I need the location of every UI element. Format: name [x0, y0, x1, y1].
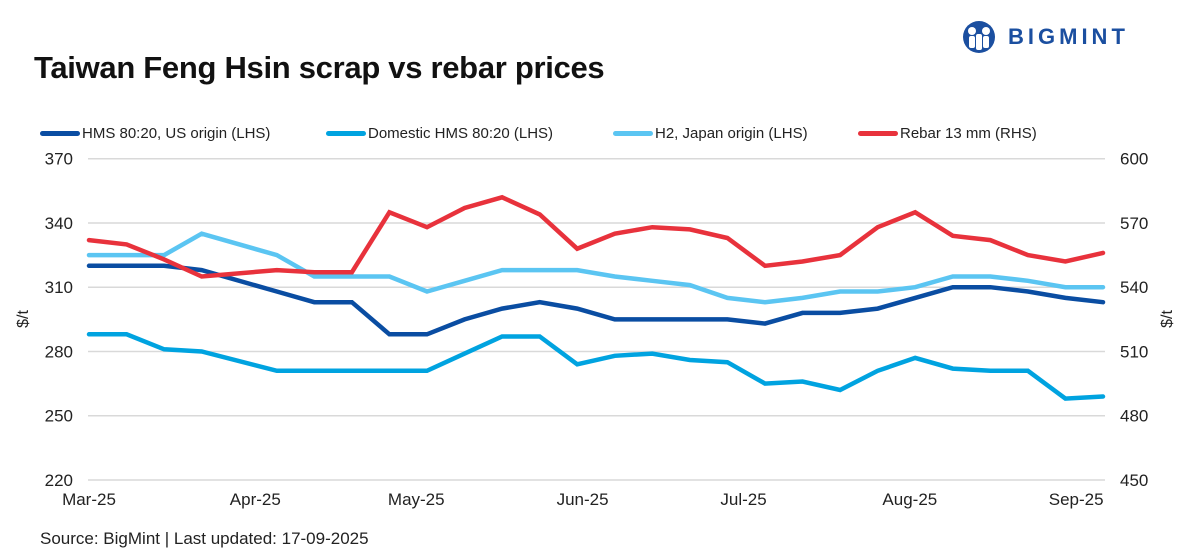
y-axis-label-left: $/t	[15, 310, 32, 328]
legend-item-hms-us: HMS 80:20, US origin (LHS)	[40, 125, 270, 142]
x-tick-label: May-25	[388, 490, 445, 509]
legend-swatch	[613, 131, 653, 136]
legend-item-domestic-hms: Domestic HMS 80:20 (LHS)	[326, 125, 553, 142]
logo-text: BIGMINT	[1008, 24, 1129, 49]
y-tick-left: 280	[45, 342, 73, 361]
series-line-2	[86, 231, 1106, 305]
legend-swatch	[858, 131, 898, 136]
y-tick-left: 340	[45, 214, 73, 233]
y-tick-left: 250	[45, 407, 73, 426]
series-line-3	[86, 194, 1106, 279]
y-tick-left: 310	[45, 278, 73, 297]
y-axis-label-right: $/t	[1159, 310, 1176, 328]
source-note: Source: BigMint | Last updated: 17-09-20…	[40, 529, 369, 548]
legend-label: HMS 80:20, US origin (LHS)	[82, 125, 271, 142]
x-tick-label: Jul-25	[720, 490, 766, 509]
legend-swatch	[326, 131, 366, 136]
logo-people-icon	[963, 21, 995, 53]
y-tick-right: 480	[1120, 407, 1148, 426]
legend-item-rebar: Rebar 13 mm (RHS)	[858, 125, 1037, 142]
legend-label: Domestic HMS 80:20 (LHS)	[368, 125, 554, 142]
x-tick-label: Mar-25	[62, 490, 116, 509]
y-tick-right: 450	[1120, 471, 1148, 490]
x-tick-label: Aug-25	[882, 490, 937, 509]
y-tick-right: 600	[1120, 150, 1148, 169]
x-tick-label: Jun-25	[557, 490, 609, 509]
y-tick-left: 220	[45, 471, 73, 490]
x-tick-label: Sep-25	[1049, 490, 1104, 509]
y-tick-right: 510	[1120, 342, 1148, 361]
chart-title: Taiwan Feng Hsin scrap vs rebar prices	[34, 50, 605, 85]
y-tick-left: 370	[45, 150, 73, 169]
legend-label: H2, Japan origin (LHS)	[655, 125, 808, 142]
y-tick-right: 570	[1120, 214, 1148, 233]
y-tick-right: 540	[1120, 278, 1148, 297]
legend-swatch	[40, 131, 80, 136]
x-tick-label: Apr-25	[230, 490, 281, 509]
series-line-1	[86, 332, 1106, 401]
legend-item-h2-japan: H2, Japan origin (LHS)	[613, 125, 808, 142]
bigmint-logo: BIGMINT	[960, 20, 1129, 54]
legend-label: Rebar 13 mm (RHS)	[900, 125, 1037, 142]
